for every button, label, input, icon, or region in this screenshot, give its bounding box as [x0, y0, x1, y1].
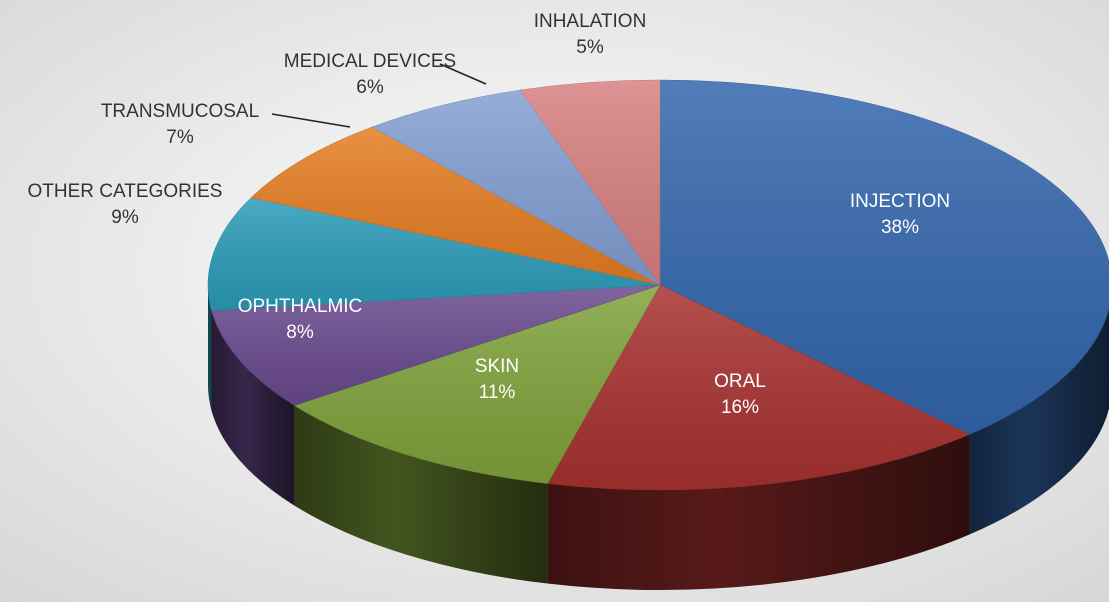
slice-label: OTHER CATEGORIES 9%: [28, 181, 223, 228]
slice-label: OPHTHALMIC 8%: [238, 296, 363, 343]
slice-gloss: [208, 197, 660, 311]
value-label: 9%: [111, 207, 139, 228]
slice-gloss: [520, 80, 660, 285]
pie-tops: [207, 79, 1109, 491]
value-label: 16%: [721, 397, 759, 418]
slice-label: MEDICAL DEVICES 6%: [284, 51, 456, 98]
slice-label: ORAL 16%: [714, 371, 766, 418]
category-label: INHALATION: [534, 11, 647, 32]
slice-gloss: [371, 90, 660, 285]
side-shade: [294, 405, 548, 584]
category-label: OPHTHALMIC: [238, 296, 363, 317]
labels: INJECTION 38% ORAL 16% SKIN 11% OPHTHALMIC 8% OT…: [28, 11, 951, 418]
value-label: 8%: [286, 322, 314, 343]
category-label: MEDICAL DEVICES: [284, 51, 456, 72]
value-label: 7%: [166, 127, 194, 148]
value-label: 6%: [356, 77, 384, 98]
slice-gloss: [660, 80, 1109, 435]
leader-line: [271, 113, 351, 128]
side-shade: [547, 434, 970, 590]
slice-gloss: [251, 127, 660, 285]
side-shade: [211, 310, 295, 506]
value-label: 5%: [576, 37, 604, 58]
value-label: 11%: [479, 382, 516, 403]
value-label: 38%: [881, 217, 919, 238]
slice-gloss: [294, 285, 660, 484]
category-label: OTHER CATEGORIES: [28, 181, 223, 202]
side-shade: [969, 308, 1109, 535]
side-shade: [208, 285, 212, 411]
slice-label: INJECTION 38%: [850, 191, 950, 238]
slice-gloss: [547, 285, 970, 490]
category-label: INJECTION: [850, 191, 950, 212]
slice-gloss: [211, 285, 660, 406]
pie-walls: [208, 285, 1109, 590]
category-label: TRANSMUCOSAL: [101, 101, 259, 122]
slice-label: SKIN 11%: [475, 356, 519, 403]
category-label: SKIN: [475, 356, 519, 377]
category-label: ORAL: [714, 371, 766, 392]
slice-label: INHALATION 5%: [534, 11, 647, 58]
leader-line: [439, 63, 487, 85]
slice-label: TRANSMUCOSAL 7%: [101, 101, 259, 148]
